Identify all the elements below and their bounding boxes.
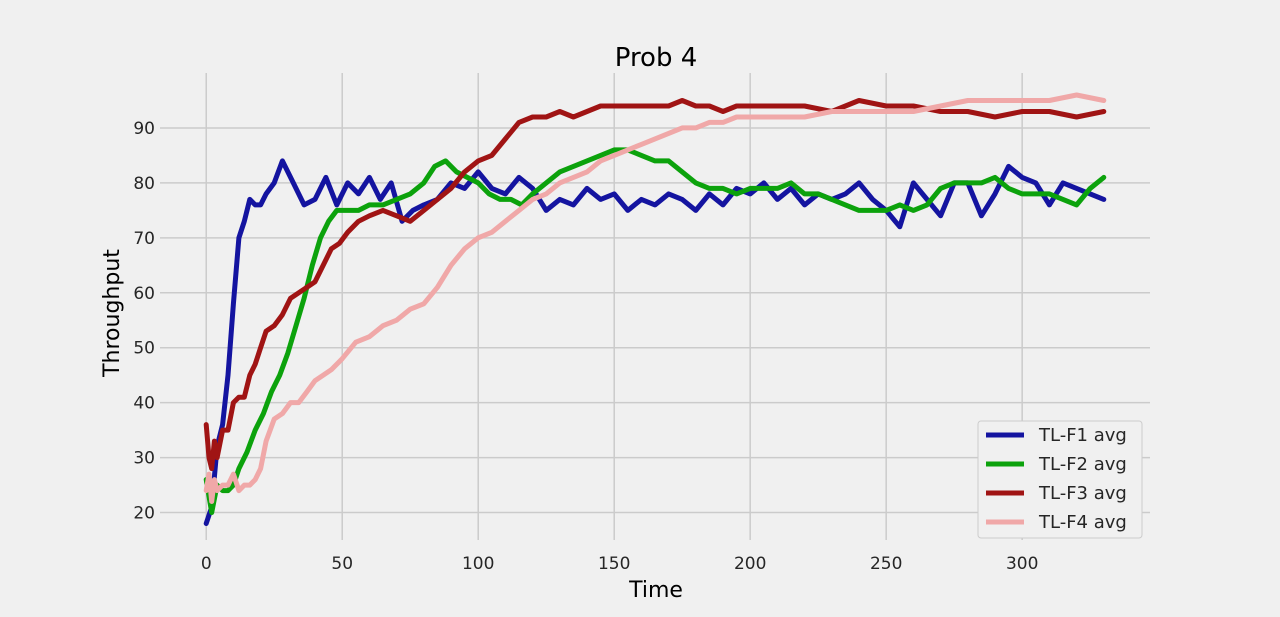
x-tick-label: 300 (1006, 554, 1038, 574)
x-tick-label: 150 (598, 554, 630, 574)
legend-label-4: TL-F4 avg (1038, 512, 1127, 533)
x-tick-label: 0 (201, 554, 212, 574)
series-line-3 (203, 98, 1107, 472)
y-axis-ticks: 20 30 40 50 60 70 80 90 (133, 119, 155, 524)
x-tick-label: 100 (462, 554, 494, 574)
series-lines (203, 92, 1107, 526)
y-axis-label: Throughput (100, 249, 125, 378)
y-tick-label: 80 (133, 174, 155, 194)
grid-lines (160, 73, 1150, 540)
y-tick-label: 30 (133, 449, 155, 469)
x-axis-ticks: 0 50 100 150 200 250 300 (201, 554, 1039, 574)
x-tick-label: 200 (734, 554, 766, 574)
series-line-4 (203, 92, 1107, 504)
y-tick-label: 70 (133, 229, 155, 249)
series-line-1 (203, 158, 1107, 526)
x-tick-label: 250 (870, 554, 902, 574)
legend-label-3: TL-F3 avg (1038, 483, 1127, 504)
y-tick-label: 60 (133, 284, 155, 304)
x-tick-label: 50 (331, 554, 353, 574)
legend-label-2: TL-F2 avg (1038, 454, 1127, 475)
series-line-2 (203, 147, 1107, 515)
legend-box (977, 420, 1143, 539)
y-tick-label: 40 (133, 394, 155, 414)
y-tick-label: 20 (133, 504, 155, 524)
legend: TL-F1 avg TL-F2 avg TL-F3 avg TL-F4 avg (977, 420, 1143, 539)
y-tick-label: 50 (133, 339, 155, 359)
chart-title: Prob 4 (615, 43, 698, 73)
y-tick-label: 90 (133, 119, 155, 139)
x-axis-label: Time (628, 578, 683, 603)
legend-label-1: TL-F1 avg (1038, 425, 1127, 446)
